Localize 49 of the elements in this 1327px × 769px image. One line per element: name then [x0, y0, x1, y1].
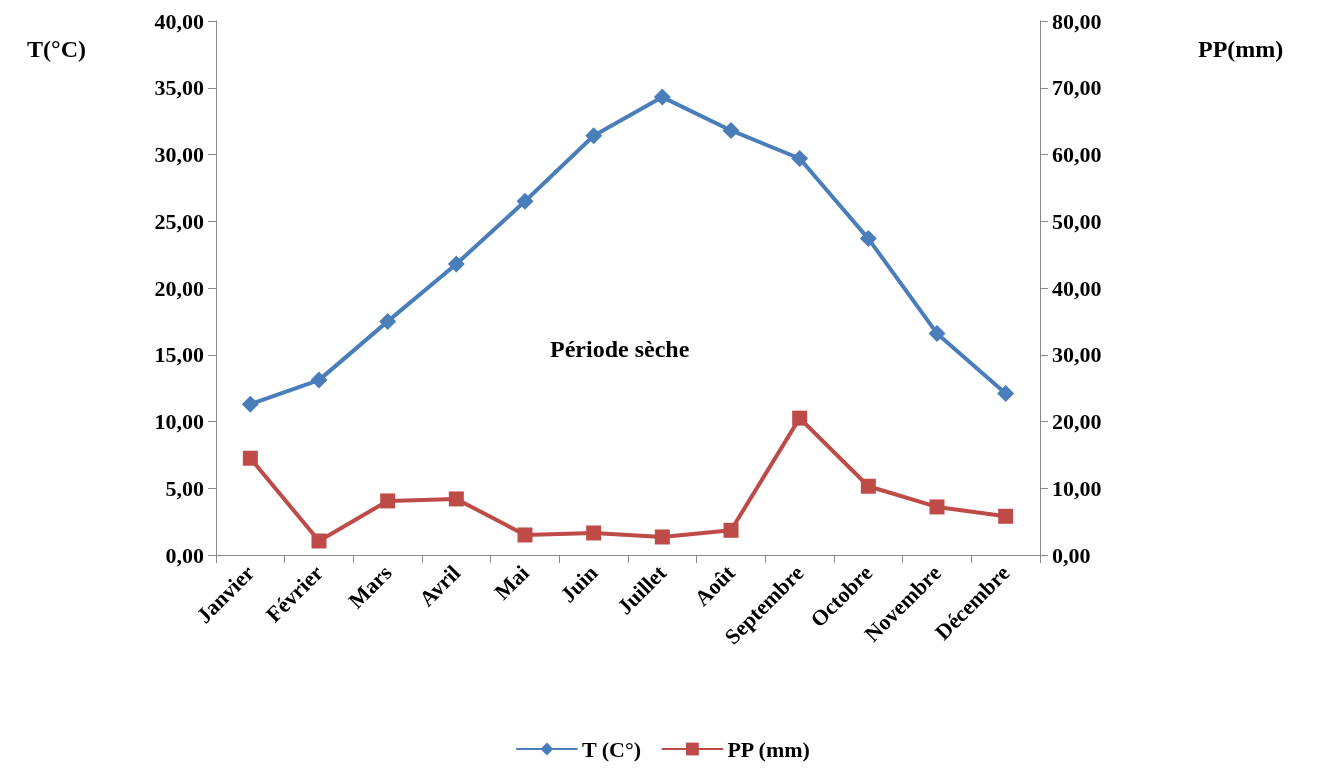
point — [242, 450, 258, 466]
point — [448, 491, 464, 507]
point — [380, 493, 396, 509]
y-tick-label: 30,00 — [154, 142, 204, 167]
y-tick-label: 15,00 — [154, 342, 204, 368]
y-tick-label: 40,00 — [154, 8, 204, 34]
annotation: Période sèche — [550, 336, 690, 362]
y2-tick-label: 20,00 — [1052, 409, 1102, 434]
y-tick-label: 0,00 — [165, 542, 204, 568]
point — [447, 255, 465, 273]
y-tick-label: 35,00 — [154, 75, 204, 101]
y2-tick-label: 0,00 — [1052, 542, 1091, 568]
point — [585, 127, 603, 145]
point — [997, 384, 1015, 402]
point — [516, 192, 534, 210]
legend-label: T (C°) — [581, 736, 642, 762]
y2-axis-title: PP(mm) — [1198, 36, 1284, 62]
point — [654, 529, 670, 545]
x-tick-label: Juin — [555, 560, 603, 608]
legend-label: PP (mm) — [727, 736, 810, 762]
point — [722, 121, 740, 139]
y-tick-label: 10,00 — [154, 409, 204, 434]
point — [929, 499, 945, 515]
point — [723, 522, 739, 538]
y2-tick-label: 30,00 — [1052, 342, 1102, 368]
y-axis-title: T(°C) — [27, 36, 86, 62]
point — [517, 527, 533, 543]
x-tick-label: Mai — [489, 560, 534, 605]
y2-tick-label: 60,00 — [1052, 142, 1102, 167]
point — [792, 410, 808, 426]
y2-tick-label: 80,00 — [1052, 8, 1102, 34]
point — [379, 312, 397, 330]
point — [928, 324, 946, 342]
y-tick-label: 5,00 — [165, 475, 204, 501]
point — [791, 150, 809, 168]
point — [653, 88, 671, 106]
y2-tick-label: 10,00 — [1052, 475, 1102, 501]
point — [860, 478, 876, 494]
y-tick-label: 25,00 — [154, 208, 204, 234]
y-tick-label: 20,00 — [154, 275, 204, 301]
y2-tick-label: 50,00 — [1052, 208, 1102, 234]
point — [311, 533, 327, 549]
point — [859, 230, 877, 248]
point — [241, 395, 259, 413]
point — [310, 371, 328, 389]
y2-tick-label: 40,00 — [1052, 275, 1102, 301]
point — [586, 525, 602, 541]
y2-tick-label: 70,00 — [1052, 75, 1102, 101]
point — [998, 508, 1014, 524]
